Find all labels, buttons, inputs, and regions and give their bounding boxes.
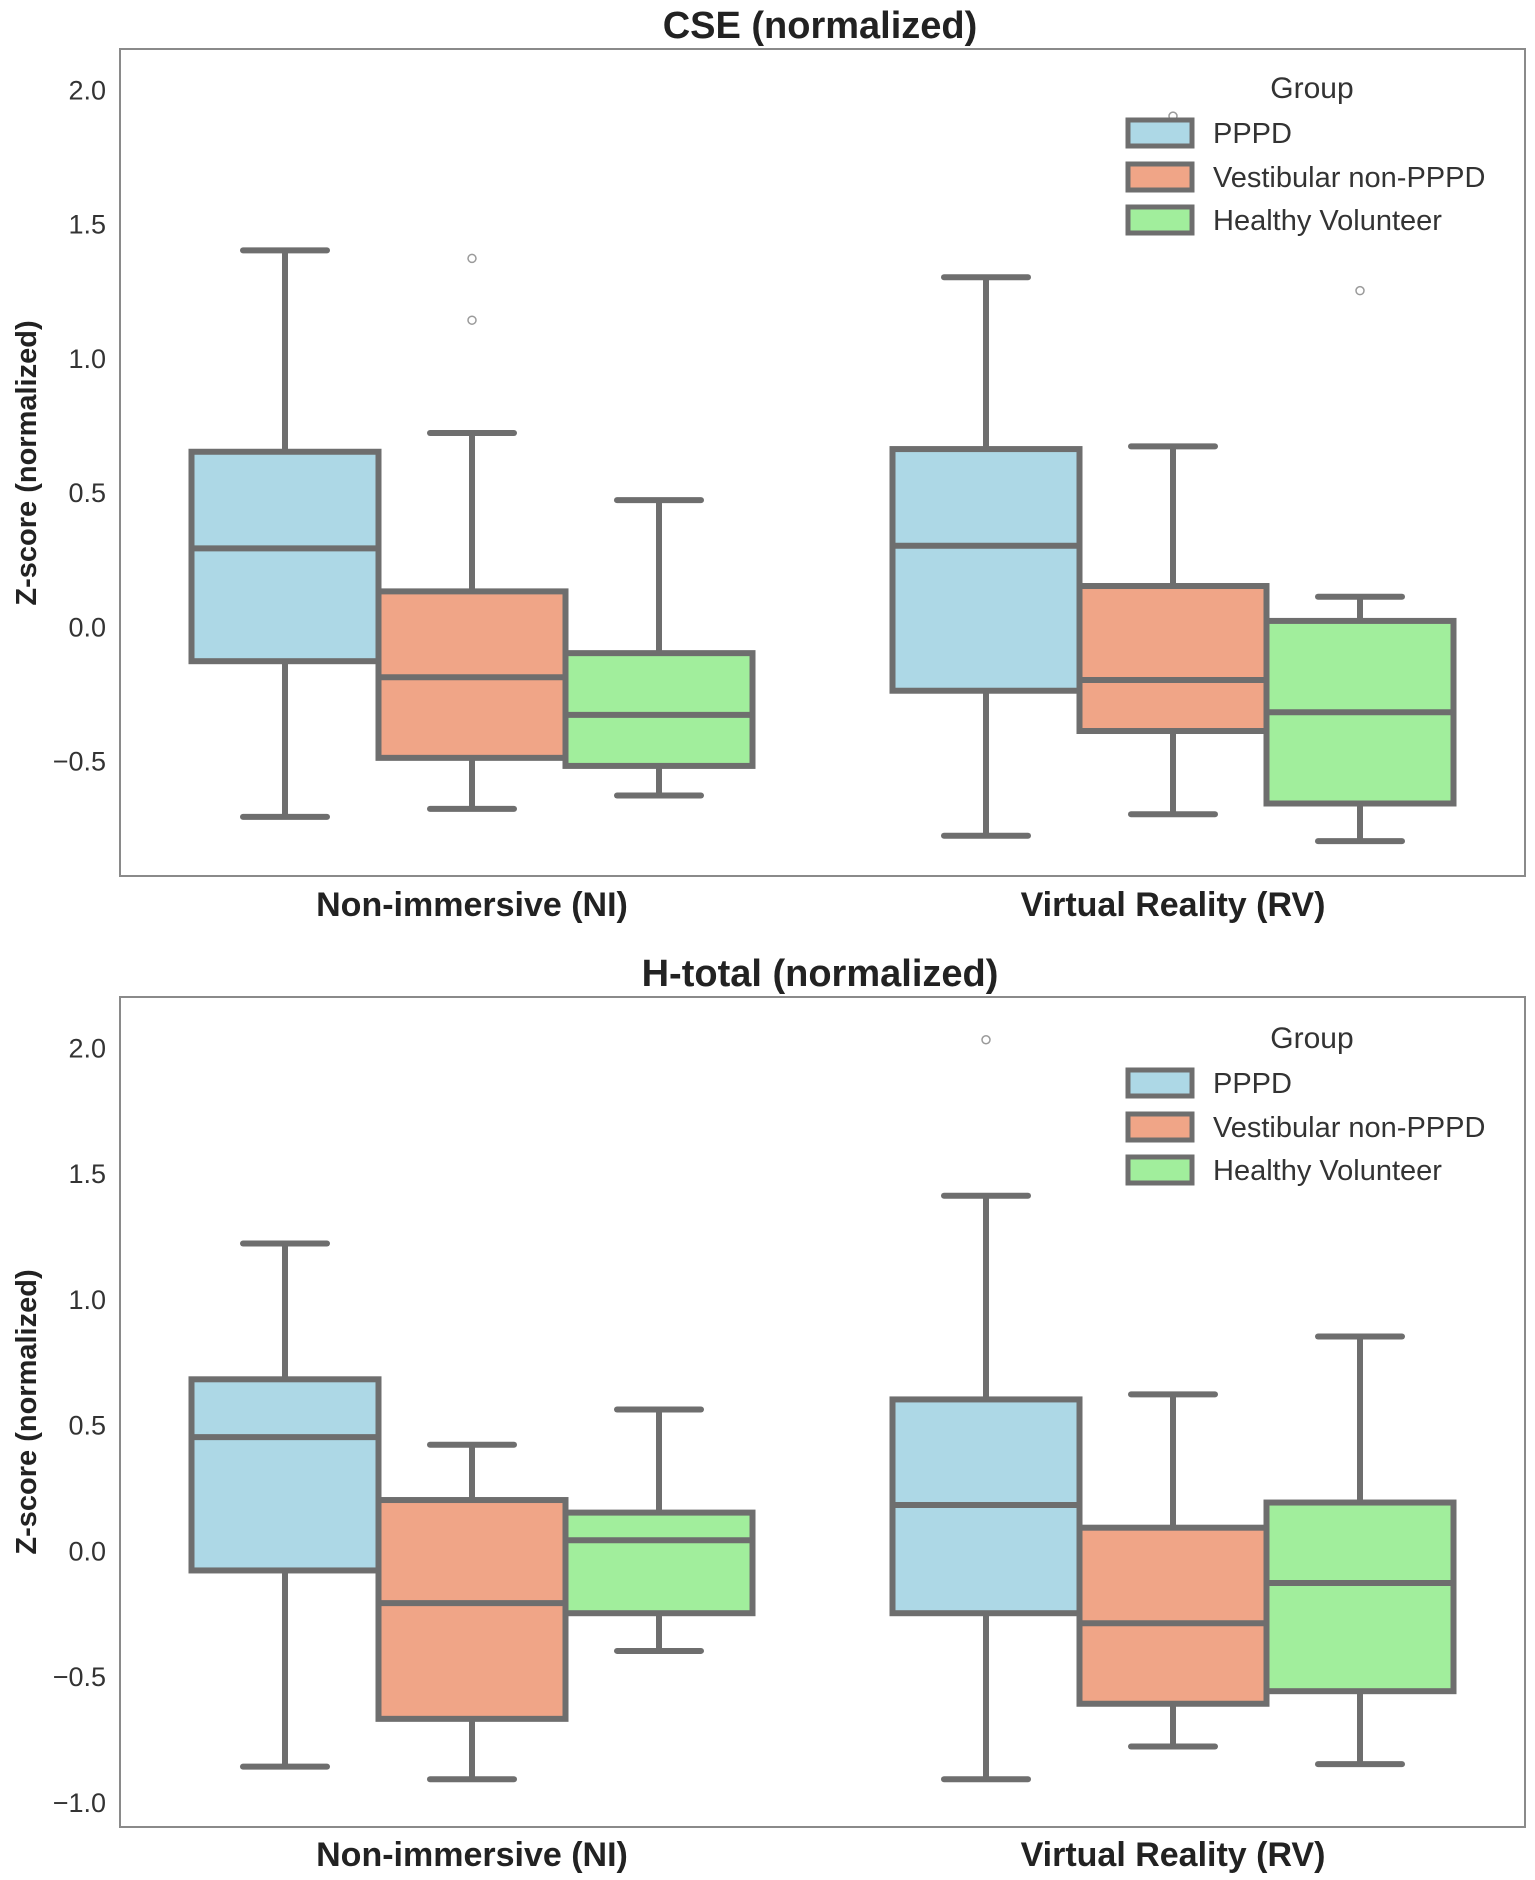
cse-y-tick-label: 0.5 [68, 478, 106, 508]
htotal-pppd-rv-outlier [981, 1035, 991, 1045]
cse-vestibular-ni-outlier [467, 253, 477, 264]
cse-pppd-ni-box [188, 448, 382, 665]
htotal-legend-label-pppd: PPPD [1213, 1068, 1292, 1100]
htotal-y-tick-label: 1.5 [68, 1159, 106, 1189]
htotal-legend-title: Group [1270, 1022, 1353, 1055]
htotal-healthy-ni-box [562, 1509, 756, 1617]
htotal-y-tick-label: −1.0 [53, 1788, 106, 1818]
htotal-y-axis-label: Z-score (normalized) [11, 1269, 43, 1554]
cse-y-tick-label: 1.0 [68, 344, 106, 374]
htotal-category-label-ni: Non-immersive (NI) [316, 1836, 628, 1874]
cse-panel: CSE (normalized) −0.5 0.0 0.5 1.0 1.5 2.0 Z-s… [11, 5, 1526, 924]
cse-y-tick-label: 0.0 [68, 612, 106, 642]
htotal-y-tick-label: 1.0 [68, 1285, 106, 1315]
htotal-y-tick-label: 0.0 [68, 1536, 106, 1566]
htotal-panel: H-total (normalized) −1.0 −0.5 0.0 0.5 1.0 1.… [11, 953, 1526, 1874]
htotal-legend: Group PPPD Vestibular non-PPPD Healthy V… [1125, 1022, 1485, 1187]
htotal-category-label-rv: Virtual Reality (RV) [1021, 1836, 1326, 1874]
cse-y-ticks: −0.5 0.0 0.5 1.0 1.5 2.0 [53, 75, 106, 776]
cse-y-axis-label: Z-score (normalized) [11, 320, 43, 605]
cse-plot-frame [119, 48, 1526, 877]
cse-legend: Group PPPD Vestibular non-PPPD Healthy V… [1125, 72, 1485, 237]
cse-legend-swatch-pppd [1125, 117, 1195, 149]
htotal-plot-frame [119, 996, 1526, 1828]
htotal-vestibular-rv-box [1076, 1524, 1270, 1707]
cse-category-label-rv: Virtual Reality (RV) [1021, 886, 1326, 924]
htotal-y-tick-label: 2.0 [68, 1033, 106, 1063]
cse-legend-title: Group [1270, 72, 1353, 105]
cse-legend-label-vestibular: Vestibular non-PPPD [1213, 162, 1485, 194]
cse-y-tick-label: 1.5 [68, 210, 106, 240]
htotal-y-ticks: −1.0 −0.5 0.0 0.5 1.0 1.5 2.0 [53, 1033, 106, 1818]
cse-pppd-rv-box [889, 446, 1083, 694]
htotal-chart-title: H-total (normalized) [642, 953, 999, 995]
htotal-vestibular-ni-box [375, 1497, 569, 1722]
htotal-y-tick-label: 0.5 [68, 1411, 106, 1441]
cse-y-tick-label: 2.0 [68, 75, 106, 105]
htotal-healthy-rv-box [1263, 1499, 1457, 1695]
htotal-pppd-ni-box [188, 1376, 382, 1574]
cse-healthy-ni-box [562, 650, 756, 769]
cse-boxes [188, 111, 1457, 845]
cse-legend-swatch-vestibular [1125, 161, 1195, 193]
cse-legend-label-healthy: Healthy Volunteer [1213, 205, 1442, 237]
htotal-legend-swatch-healthy [1125, 1154, 1195, 1186]
htotal-legend-swatch-vestibular [1125, 1111, 1195, 1143]
cse-y-tick-label: −0.5 [53, 747, 106, 777]
htotal-boxes [188, 1035, 1457, 1783]
cse-legend-swatch-healthy [1125, 204, 1195, 236]
cse-vestibular-rv-box [1076, 583, 1270, 735]
htotal-legend-swatch-pppd [1125, 1067, 1195, 1099]
htotal-legend-label-vestibular: Vestibular non-PPPD [1213, 1112, 1485, 1144]
cse-chart-title: CSE (normalized) [663, 5, 978, 47]
cse-vestibular-ni-outlier [467, 315, 477, 325]
cse-healthy-rv-outlier [1355, 285, 1365, 296]
cse-legend-label-pppd: PPPD [1213, 118, 1292, 150]
htotal-y-tick-label: −0.5 [53, 1662, 106, 1692]
htotal-legend-label-healthy: Healthy Volunteer [1213, 1155, 1442, 1187]
cse-category-label-ni: Non-immersive (NI) [316, 886, 628, 924]
